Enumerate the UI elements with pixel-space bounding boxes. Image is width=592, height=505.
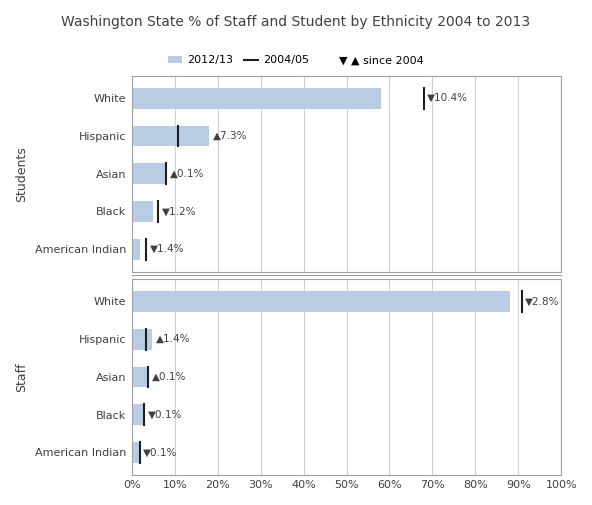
Bar [132, 201, 153, 222]
Bar [132, 291, 510, 312]
Bar [132, 239, 140, 260]
Text: ▲7.3%: ▲7.3% [213, 131, 247, 141]
Text: ▲0.1%: ▲0.1% [152, 372, 186, 382]
Bar [132, 367, 148, 387]
Bar [132, 164, 166, 184]
Bar [132, 88, 381, 109]
Bar [132, 442, 140, 463]
Text: ▼1.2%: ▼1.2% [162, 207, 197, 217]
Text: ▼0.1%: ▼0.1% [148, 410, 182, 420]
Bar [132, 329, 152, 349]
Bar [132, 405, 144, 425]
Text: ▼2.8%: ▼2.8% [525, 296, 559, 307]
Text: Washington State % of Staff and Student by Ethnicity 2004 to 2013: Washington State % of Staff and Student … [62, 15, 530, 29]
Text: ▼0.1%: ▼0.1% [143, 447, 178, 458]
Y-axis label: Students: Students [15, 146, 28, 201]
Text: ▲1.4%: ▲1.4% [156, 334, 190, 344]
Text: ▼10.4%: ▼10.4% [427, 93, 468, 103]
Legend: 2012/13, 2004/05, ▼ ▲ since 2004: 2012/13, 2004/05, ▼ ▲ since 2004 [164, 51, 428, 70]
Bar [132, 126, 209, 146]
Text: ▲0.1%: ▲0.1% [170, 169, 204, 179]
Text: ▼1.4%: ▼1.4% [150, 244, 184, 254]
Y-axis label: Staff: Staff [15, 362, 28, 392]
